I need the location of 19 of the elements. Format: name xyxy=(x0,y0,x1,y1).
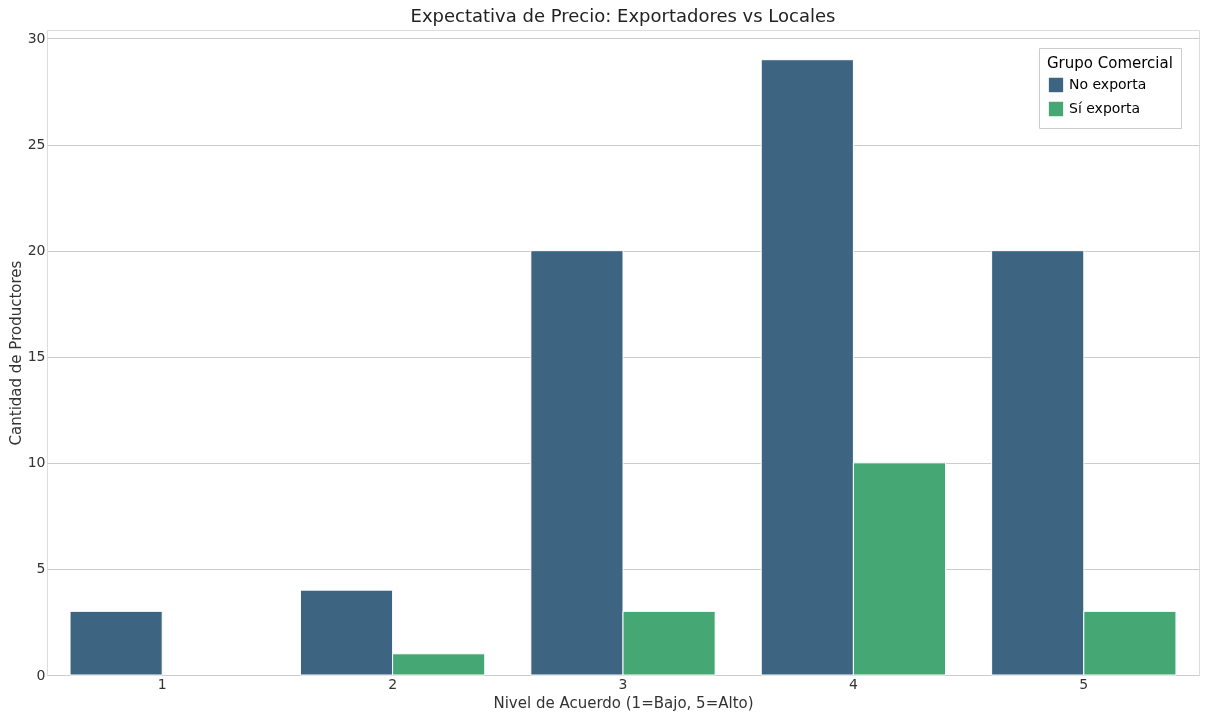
legend-label: No exporta xyxy=(1069,76,1147,92)
bar xyxy=(69,610,163,676)
y-tick-label: 30 xyxy=(27,29,46,46)
x-tick-label: 2 xyxy=(388,675,398,692)
x-tick-label: 1 xyxy=(157,675,167,692)
x-tick-label: 4 xyxy=(848,675,858,692)
x-tick-label: 3 xyxy=(618,675,628,692)
y-tick-label: 20 xyxy=(27,242,46,259)
y-tick-label: 15 xyxy=(27,348,46,365)
x-axis-title: Nivel de Acuerdo (1=Bajo, 5=Alto) xyxy=(493,693,754,712)
y-tick-label: 25 xyxy=(27,136,46,153)
chart-title: Expectativa de Precio: Exportadores vs Locales xyxy=(410,5,836,26)
y-axis-title: Cantidad de Productores xyxy=(6,260,25,446)
legend-label: Sí exporta xyxy=(1069,100,1141,116)
legend-title: Grupo Comercial xyxy=(1047,54,1173,72)
y-tick-label: 5 xyxy=(36,560,46,577)
y-tick-label: 0 xyxy=(36,666,46,683)
x-tick-label: 5 xyxy=(1079,675,1089,692)
y-tick-label: 10 xyxy=(27,454,46,471)
